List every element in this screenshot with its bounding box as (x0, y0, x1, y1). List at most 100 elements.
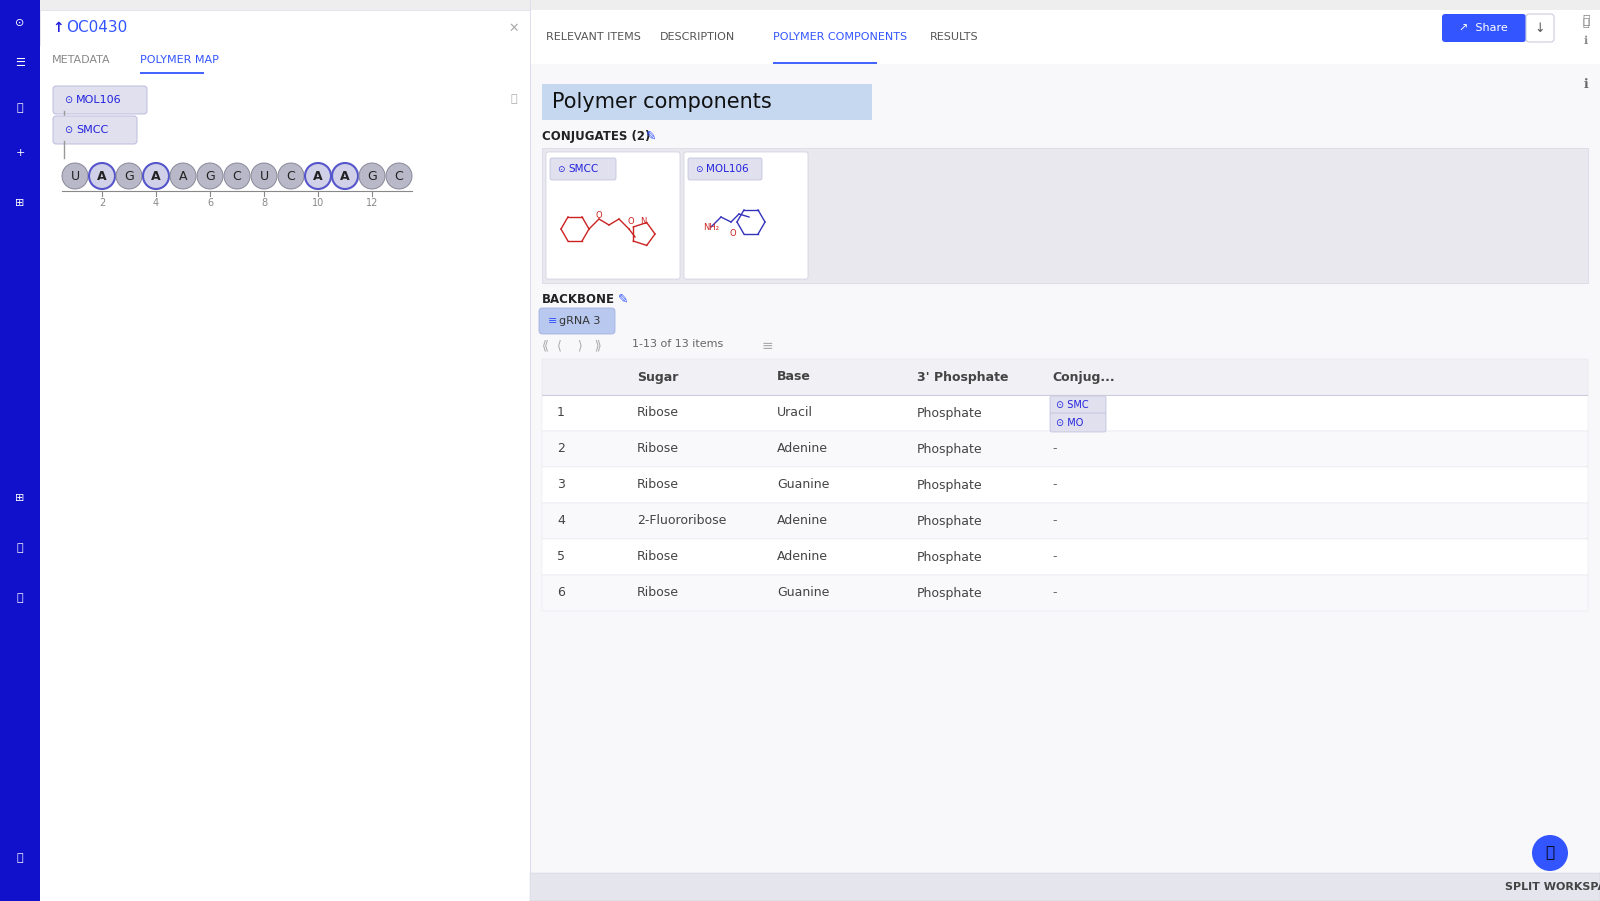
Text: 2: 2 (557, 442, 565, 456)
Text: 🔍: 🔍 (16, 103, 24, 113)
Text: ⊙: ⊙ (557, 165, 565, 174)
Circle shape (1533, 835, 1568, 871)
Text: 1: 1 (557, 406, 565, 420)
Bar (40, 0, 530, 901)
Text: ⤢: ⤢ (510, 94, 517, 104)
Text: Phosphate: Phosphate (917, 514, 982, 527)
Text: U: U (70, 169, 80, 183)
Bar (40, 10, 530, 46)
Bar (40, 46, 530, 74)
Text: RELEVANT ITEMS: RELEVANT ITEMS (546, 32, 642, 42)
Text: C: C (286, 169, 296, 183)
FancyBboxPatch shape (550, 158, 616, 180)
Text: 👤: 👤 (16, 853, 24, 863)
Text: Phosphate: Phosphate (917, 442, 982, 456)
Text: -: - (1053, 514, 1056, 527)
Text: A: A (314, 169, 323, 183)
Text: 💬: 💬 (1546, 845, 1555, 860)
Text: POLYMER COMPONENTS: POLYMER COMPONENTS (773, 32, 907, 42)
Bar (542, 84, 872, 120)
Circle shape (90, 163, 115, 189)
Text: -: - (1053, 587, 1056, 599)
Circle shape (224, 163, 250, 189)
Text: BACKBONE: BACKBONE (542, 293, 614, 306)
Text: C: C (395, 169, 403, 183)
Text: 🕐: 🕐 (1582, 18, 1589, 28)
Bar (542, 395, 1587, 431)
Text: ≡: ≡ (762, 339, 774, 353)
Text: -: - (1053, 442, 1056, 456)
Text: 8: 8 (261, 198, 267, 208)
Text: 🕐: 🕐 (1582, 14, 1590, 26)
Text: ℹ: ℹ (1584, 36, 1589, 46)
Text: 4: 4 (557, 514, 565, 527)
Text: OC0430: OC0430 (66, 21, 128, 35)
Text: SMCC: SMCC (77, 125, 109, 135)
Text: Ribose: Ribose (637, 551, 678, 563)
Text: 6: 6 (206, 198, 213, 208)
Bar (0, 0, 40, 901)
Circle shape (62, 163, 88, 189)
Text: 5: 5 (557, 551, 565, 563)
FancyBboxPatch shape (1442, 14, 1526, 42)
Text: O: O (627, 216, 634, 225)
Bar (542, 575, 1587, 611)
Text: 📊: 📊 (16, 543, 24, 553)
Text: Ribose: Ribose (637, 406, 678, 420)
Text: Sugar: Sugar (637, 370, 678, 384)
Text: Adenine: Adenine (778, 514, 829, 527)
Text: N: N (640, 216, 646, 225)
Text: RESULTS: RESULTS (930, 32, 979, 42)
Circle shape (142, 163, 170, 189)
Text: Adenine: Adenine (778, 442, 829, 456)
Text: Phosphate: Phosphate (917, 478, 982, 492)
Circle shape (170, 163, 195, 189)
Text: O: O (730, 230, 736, 239)
Text: Phosphate: Phosphate (917, 551, 982, 563)
Text: Guanine: Guanine (778, 478, 829, 492)
Text: 3' Phosphate: 3' Phosphate (917, 370, 1008, 384)
Text: gRNA 3: gRNA 3 (558, 316, 600, 326)
Circle shape (386, 163, 413, 189)
Text: G: G (366, 169, 378, 183)
Text: ↓: ↓ (1534, 22, 1546, 34)
Bar (530, 873, 1600, 901)
Text: 2: 2 (99, 198, 106, 208)
FancyBboxPatch shape (688, 158, 762, 180)
Circle shape (358, 163, 386, 189)
Bar (542, 539, 1587, 575)
Text: Phosphate: Phosphate (917, 587, 982, 599)
Text: Phosphate: Phosphate (917, 406, 982, 420)
Bar (542, 359, 1587, 395)
Text: Ribose: Ribose (637, 478, 678, 492)
Text: Ribose: Ribose (637, 442, 678, 456)
Text: ⊙: ⊙ (64, 95, 72, 105)
Text: ↑: ↑ (51, 21, 64, 35)
Text: ↗  Share: ↗ Share (1459, 23, 1507, 33)
Text: ⊞: ⊞ (16, 493, 24, 503)
Circle shape (333, 163, 358, 189)
Bar (542, 467, 1587, 503)
Text: 📁: 📁 (16, 593, 24, 603)
Text: SPLIT WORKSPACE: SPLIT WORKSPACE (1506, 882, 1600, 892)
Text: G: G (125, 169, 134, 183)
FancyBboxPatch shape (539, 308, 614, 334)
Text: -: - (1053, 551, 1056, 563)
Text: Guanine: Guanine (778, 587, 829, 599)
Circle shape (306, 163, 331, 189)
Bar (40, 0, 1600, 12)
Text: 3: 3 (557, 478, 565, 492)
Text: 4: 4 (154, 198, 158, 208)
FancyBboxPatch shape (685, 152, 808, 279)
Text: MOL106: MOL106 (706, 164, 749, 174)
Text: +: + (16, 148, 24, 158)
Text: ≡: ≡ (547, 316, 557, 326)
Text: Polymer components: Polymer components (552, 92, 771, 112)
Bar (773, 61, 877, 64)
Text: ⟪  ⟨    ⟩   ⟫: ⟪ ⟨ ⟩ ⟫ (542, 339, 602, 352)
Text: ℹ: ℹ (1584, 78, 1589, 92)
Text: ⊙: ⊙ (694, 165, 702, 174)
Text: DESCRIPTION: DESCRIPTION (661, 32, 736, 42)
Text: METADATA: METADATA (51, 55, 110, 65)
Text: Uracil: Uracil (778, 406, 813, 420)
